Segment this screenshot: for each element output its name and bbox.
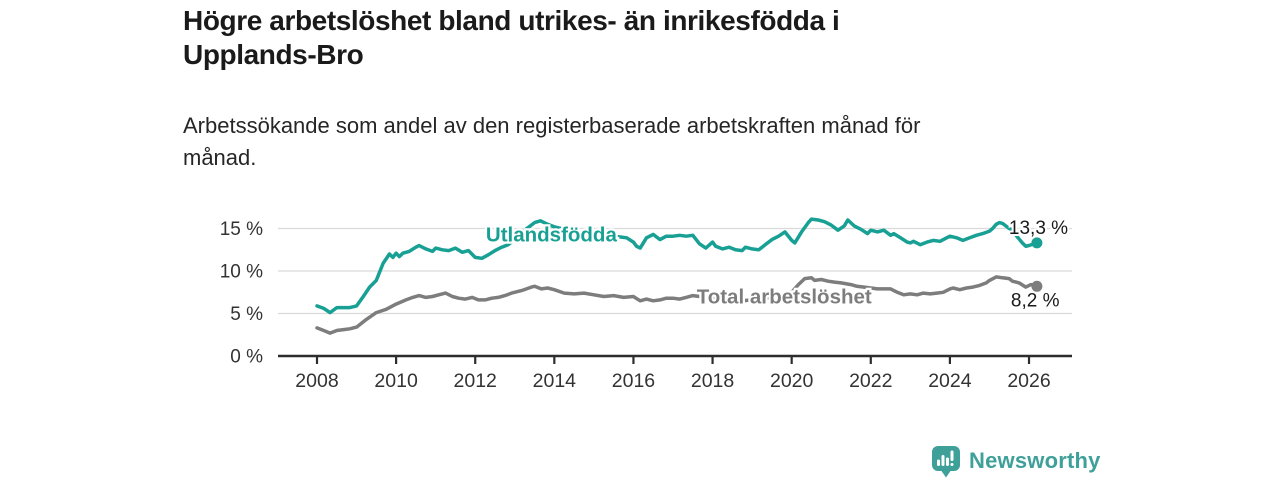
title-line-1: Högre arbetslöshet bland utrikes- än inr…: [183, 5, 840, 36]
series-end-dot-total-arbetsloshet: [1031, 280, 1043, 292]
x-axis-label-2024: 2024: [928, 370, 972, 392]
newsworthy-brand-name: Newsworthy: [969, 448, 1101, 473]
x-axis-label-2018: 2018: [691, 370, 734, 392]
series-end-value-total-arbetsloshet: 8,2 %: [1011, 290, 1060, 311]
x-axis-label-2008: 2008: [295, 370, 338, 392]
x-axis-label-2026: 2026: [1007, 370, 1050, 392]
series-end-value-utlandsfodda: 13,3 %: [1009, 218, 1068, 239]
y-axis-label-10: 10 %: [220, 262, 263, 283]
x-axis-label-2022: 2022: [849, 370, 892, 392]
chart-subtitle: Arbetssökande som andel av den registerb…: [183, 110, 1043, 174]
x-axis-label-2012: 2012: [454, 370, 497, 392]
x-axis-label-2010: 2010: [374, 370, 418, 392]
newsworthy-logo[interactable]: Newsworthy: [931, 444, 1101, 478]
title-line-2: Upplands-Bro: [183, 39, 364, 70]
newsworthy-bar-chart-icon: [932, 445, 960, 477]
subtitle-line-2: månad.: [183, 145, 257, 170]
y-axis-label-15: 15 %: [220, 219, 263, 240]
y-axis-label-0: 0 %: [230, 347, 263, 368]
y-axis-label-5: 5 %: [230, 304, 263, 325]
series-label-utlandsfodda: Utlandsfödda: [486, 223, 618, 246]
subtitle-line-1: Arbetssökande som andel av den registerb…: [183, 113, 921, 138]
series-end-dot-utlandsfodda: [1031, 237, 1043, 249]
x-axis-label-2014: 2014: [533, 370, 577, 392]
series-line-utlandsfodda: [315, 217, 1039, 315]
series-label-total-arbetsloshet: Total arbetslöshet: [697, 285, 872, 308]
x-axis-label-2016: 2016: [612, 370, 655, 392]
page-title: Högre arbetslöshet bland utrikes- än inr…: [183, 4, 1003, 72]
series-line-total-arbetsloshet: [315, 275, 1039, 335]
x-axis-label-2020: 2020: [770, 370, 814, 392]
